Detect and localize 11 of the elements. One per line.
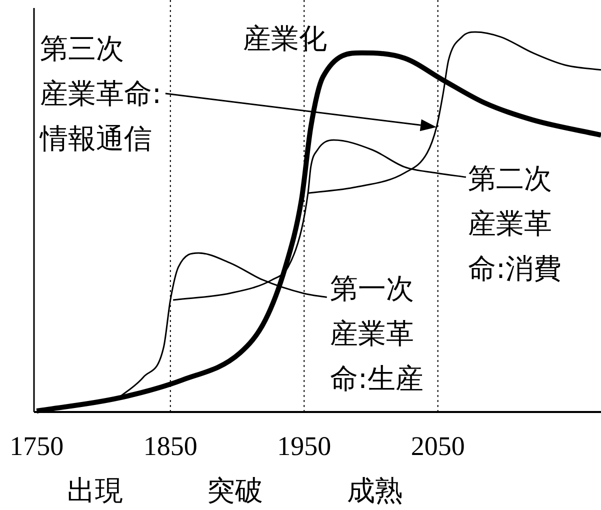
x-tick-label: 1950 xyxy=(277,431,332,461)
annotation: 第三次産業革命:情報通信 xyxy=(39,32,162,155)
text: 出現 xyxy=(67,474,123,507)
series-label: 産業化 xyxy=(243,22,327,55)
text: 突破 xyxy=(207,474,263,507)
series-label: 第一次産業革命:生産 xyxy=(330,272,424,395)
x-tick-label: 1850 xyxy=(143,431,198,461)
x-tick-label: 1750 xyxy=(10,431,64,461)
x-tick-label: 2050 xyxy=(410,431,465,461)
text: 成熟 xyxy=(347,474,403,507)
series-label: 第二次産業革命:消費 xyxy=(468,162,562,285)
